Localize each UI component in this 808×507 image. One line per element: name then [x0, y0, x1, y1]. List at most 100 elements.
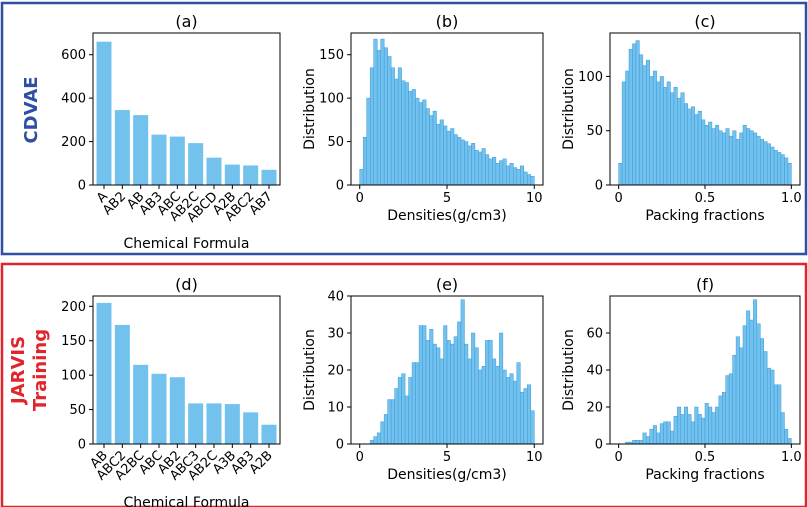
bar [169, 136, 185, 185]
histogram-bar [418, 325, 423, 445]
row-label-jarvis-line1: JARVIS [8, 336, 29, 406]
histogram-bar [742, 125, 747, 186]
histogram-bar [464, 343, 469, 445]
x-tick-label: 1.0 [781, 450, 802, 465]
x-tick-label: 0 [356, 450, 364, 465]
histogram-bar [422, 325, 427, 445]
histogram-bar [432, 110, 437, 186]
histogram-bar [376, 432, 381, 445]
histogram-bar [530, 176, 535, 186]
histogram-bar [390, 67, 395, 186]
histogram-bar [471, 332, 476, 445]
x-axis-label: Packing fractions [645, 208, 764, 224]
histogram-bar [450, 343, 455, 445]
histogram-bar [513, 167, 518, 186]
histogram-bar [735, 336, 740, 445]
histogram-bar [621, 81, 626, 186]
bar [114, 324, 130, 444]
axes-frame [350, 32, 544, 186]
histogram-bar [697, 110, 702, 186]
histogram-bar [666, 421, 671, 445]
histogram-bar [659, 423, 664, 445]
row-label-jarvis-line2: Training [30, 329, 51, 411]
histogram-bar [715, 125, 720, 186]
y-tick-label: 0 [336, 179, 344, 194]
histogram-bar [495, 163, 500, 186]
y-tick-label: 0 [336, 438, 344, 453]
histogram-bar [701, 417, 706, 445]
chart-title: (e) [436, 275, 458, 294]
histogram-bar [728, 135, 733, 186]
histogram-bar [394, 78, 399, 186]
x-tick-label: 10 [526, 450, 543, 465]
histogram-bar [742, 325, 747, 445]
histogram-bar [625, 70, 630, 186]
histogram-bar [763, 351, 768, 445]
histogram-bar [499, 160, 504, 186]
histogram-bar [642, 65, 647, 186]
row-label-cdvae: CDVAE [21, 76, 42, 143]
histogram-bar [663, 421, 668, 445]
histogram-bar [506, 165, 511, 186]
histogram-bar [646, 436, 650, 445]
histogram-bar [680, 92, 685, 186]
x-tick-label: 5 [443, 191, 451, 206]
histogram-bar [436, 347, 441, 445]
axes-frame [609, 295, 801, 445]
histogram-bar [777, 152, 782, 186]
histogram-bar [369, 440, 374, 445]
histogram-bar [411, 362, 416, 445]
histogram-bar [684, 103, 688, 186]
histogram-bar [718, 395, 723, 445]
bar [169, 377, 185, 444]
histogram-bar [415, 97, 420, 186]
histogram-bar [687, 414, 692, 445]
histogram-bar [359, 169, 364, 186]
histogram-bar [404, 395, 409, 445]
histogram-bar [450, 128, 455, 186]
histogram-bar [722, 391, 726, 445]
histogram-bar [656, 432, 661, 445]
histogram-bar [677, 97, 682, 186]
histogram-bar [642, 432, 647, 445]
histogram-bar [429, 115, 434, 186]
histogram-bar [415, 362, 420, 445]
histogram-bar [756, 135, 761, 186]
chart-panel-2: 0 0.5 1.0 0 50 100 (c) Packing fractions Distrib… [561, 12, 802, 224]
histogram-bar [628, 49, 633, 186]
chart-title: (f) [696, 275, 714, 294]
histogram-bar [787, 438, 792, 445]
histogram-bar [649, 76, 654, 186]
histogram-bar [694, 114, 699, 186]
y-tick-label: 0 [78, 179, 86, 194]
histogram-bar [453, 134, 458, 186]
histogram-bar [756, 323, 761, 445]
histogram-bar [362, 136, 367, 186]
histogram-bar [780, 154, 785, 186]
bar [96, 41, 112, 185]
chart-panel-0: AAB2ABAB3ABCAB2CABCDA2BABC2AB70200400600… [61, 12, 281, 252]
bar [114, 110, 130, 185]
x-tick-label: 1.0 [781, 191, 802, 206]
histogram-bar [516, 362, 521, 445]
histogram-bar [708, 121, 713, 186]
histogram-bar [749, 130, 754, 186]
chart-panel-4: 0 5 10 0 10 20 30 40 (e) Densities(g/cm3) Distribu… [302, 275, 544, 483]
histogram-bar [520, 165, 525, 186]
histogram-bar [387, 56, 392, 186]
jarvis-frame [0, 262, 808, 507]
bar [188, 403, 204, 444]
histogram-bar [732, 354, 737, 445]
histogram-bar [502, 369, 507, 445]
histogram-bar [766, 367, 771, 445]
histogram-bar [632, 43, 637, 186]
histogram-bar [481, 366, 486, 445]
histogram-bar [770, 369, 775, 445]
histogram-bar [513, 380, 518, 445]
histogram-bar [673, 87, 678, 186]
bar [206, 403, 222, 444]
histogram-bar [390, 399, 395, 445]
y-tick-label: 0 [78, 438, 86, 453]
histogram-bar [652, 70, 657, 186]
chart-panel-3: ABABC2A2BCABCAB2ABC3AB2CA3BAB3A2B0501001… [61, 275, 281, 507]
